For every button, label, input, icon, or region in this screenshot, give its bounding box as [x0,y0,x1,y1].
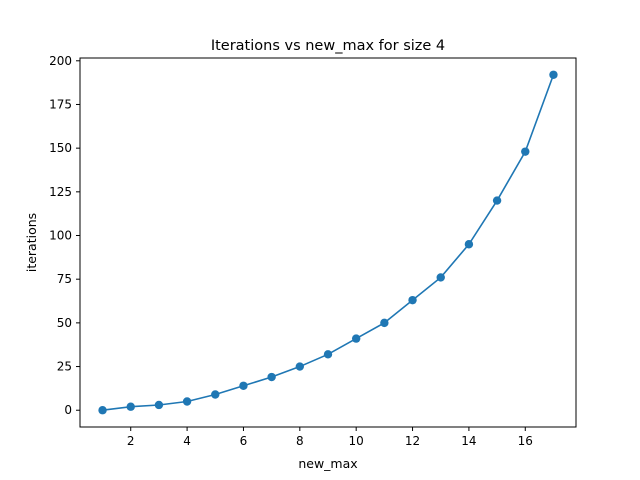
y-tick-label: 125 [49,185,72,199]
y-axis-ticks: 0 25 50 75 100 125 150 175 200 [49,54,80,417]
data-point [182,397,192,406]
data-point [267,372,276,382]
data-point [351,334,361,343]
data-point [211,390,220,399]
data-point [436,273,445,282]
y-tick-label: 25 [57,360,72,374]
data-point [98,406,107,415]
chart-title: Iterations vs new_max for size 4 [211,38,445,54]
y-tick-label: 75 [57,272,72,286]
x-tick-label: 16 [518,434,533,448]
data-point [464,240,474,249]
data-point [380,318,389,328]
data-point [549,70,558,79]
plot-area [79,57,577,428]
y-axis-label: iterations [24,213,39,272]
y-tick-label: 175 [49,97,72,111]
data-point [521,147,530,156]
x-tick-label: 8 [296,434,304,448]
x-tick-label: 10 [349,434,364,448]
x-tick-label: 6 [240,434,248,448]
data-point [239,381,248,390]
data-point [492,196,502,205]
y-tick-label: 200 [49,54,72,68]
data-point [295,362,305,371]
data-point [323,350,333,359]
x-tick-label: 4 [183,434,191,448]
series-layer [98,70,558,415]
y-tick-label: 0 [64,403,72,417]
data-point [408,295,417,305]
x-tick-label: 14 [461,434,476,448]
y-tick-label: 100 [49,229,72,243]
x-tick-label: 12 [405,434,420,448]
x-axis-ticks: 2 4 6 8 10 12 14 16 [127,427,533,448]
x-tick-label: 2 [127,434,135,448]
x-axis-label: new_max [298,456,357,471]
data-point [154,400,164,410]
y-tick-label: 50 [57,316,72,330]
y-tick-label: 150 [49,141,72,155]
data-point [126,402,135,411]
